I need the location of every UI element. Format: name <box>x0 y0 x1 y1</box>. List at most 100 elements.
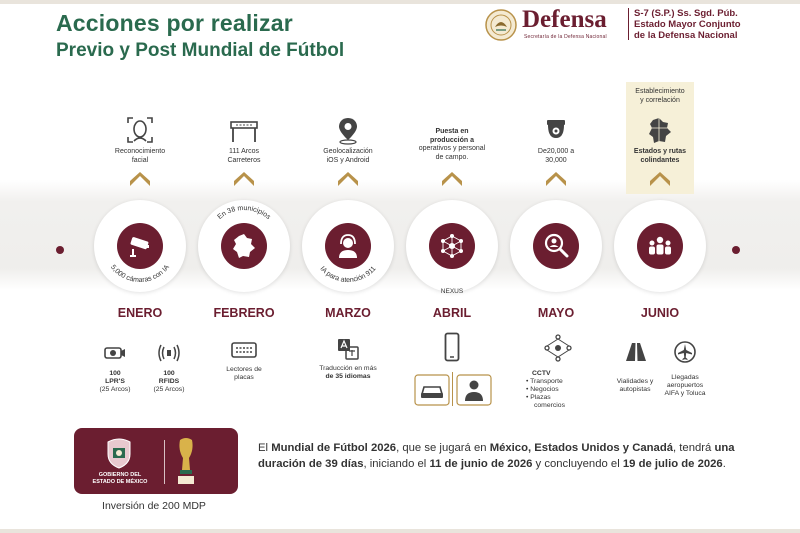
para-bold: Mundial de Fútbol 2026 <box>271 442 397 454</box>
headset-operator-icon <box>339 234 357 258</box>
network-nodes-icon <box>441 234 463 258</box>
para-bold: una duración de 39 días <box>258 442 735 470</box>
timeline-end-dot <box>732 246 740 254</box>
marzo-disc <box>325 223 371 269</box>
investment-label: Inversión de 200 MDP <box>102 500 206 512</box>
estado-mexico-emblem-icon <box>107 438 131 469</box>
mayo-disc <box>533 223 579 269</box>
label-line: iOS y Android <box>326 156 370 164</box>
chevron-up-icon <box>130 172 150 186</box>
label-line: colindantes <box>640 156 680 164</box>
sub-line: placas <box>234 374 254 381</box>
enero-arc-label: 5,000 cámaras con IA <box>109 264 171 285</box>
label-line: producción a <box>430 136 474 144</box>
nexus-label: NEXUS <box>440 288 464 295</box>
sub-line: de 35 idiomas <box>325 373 371 380</box>
enero-top-label: Reconocimiento facial <box>90 148 190 165</box>
label-line: Establecimiento <box>635 88 685 95</box>
bottom-decor-bar <box>0 529 800 533</box>
location-pin-icon <box>339 118 357 145</box>
defensa-logo-text: Defensa <box>522 6 607 33</box>
month-label-marzo: MARZO <box>325 306 371 320</box>
lpr-camera-icon <box>104 347 125 359</box>
month-label-enero: ENERO <box>117 306 163 320</box>
para-bold: México, Estados Unidos y Canadá <box>489 442 673 454</box>
enero-sub-lpr: 100 LPR'S (25 Arcos) <box>90 370 140 394</box>
junio-sub-highways: Vialidades y autopistas <box>602 378 668 394</box>
header-unit-line: de la Defensa Nacional <box>634 30 738 41</box>
security-camera-icon <box>130 237 149 257</box>
translate-icon <box>338 339 359 360</box>
sub-line: (25 Arcos) <box>153 386 185 393</box>
dome-camera-icon <box>547 120 565 138</box>
para-text: y concluyendo el <box>532 458 623 470</box>
label-line: Reconocimiento <box>114 148 166 155</box>
label-line: Estados y rutas <box>633 148 687 155</box>
top-decor-bar <box>0 0 800 4</box>
smartphone-icon <box>444 332 460 362</box>
gob-line: GOBIERNO DEL <box>98 472 142 478</box>
label-line: facial <box>131 156 149 164</box>
sub-line: RFIDS <box>158 378 180 385</box>
month-label-abril: ABRIL <box>432 306 472 320</box>
marzo-sub-translation: Traducción en más de 35 idiomas <box>304 365 392 381</box>
header-unit-line: S-7 (S.P.) Ss. Sgd. Púb. <box>634 8 738 19</box>
sub-line: autopistas <box>619 386 651 393</box>
cctv-network-icon <box>544 334 572 362</box>
label-line: y correlación <box>640 96 680 104</box>
timeline-step-abril: Puesta en producción a operativos y pers… <box>402 0 502 533</box>
face-recognition-icon <box>127 117 153 143</box>
rfid-icon <box>158 344 180 362</box>
state-map-icon <box>233 234 255 258</box>
gobierno-estado-mexico-label: GOBIERNO DEL ESTADO DE MÉXICO <box>84 472 156 485</box>
para-text: . <box>722 458 726 470</box>
plate-reader-icon <box>231 342 257 358</box>
defensa-seal-icon <box>485 9 517 41</box>
header-divider <box>628 8 629 40</box>
timeline-step-enero: Reconocimiento facial 5,000 cámaras con … <box>90 0 190 533</box>
sub-line: • Negocios <box>526 386 559 393</box>
chevron-up-icon <box>650 172 670 186</box>
sub-line: AIFA y Toluca <box>664 390 706 397</box>
header-unit-line: Estado Mayor Conjunto <box>634 19 741 30</box>
febrero-top-label: 111 Arcos Carreteros <box>194 148 294 165</box>
sub-line: 100 <box>163 370 175 377</box>
para-bold: 19 de julio de 2026 <box>622 458 723 470</box>
para-text: , que se jugará en <box>396 442 490 454</box>
label-line: operativos y personal <box>418 145 486 152</box>
page-subtitle: Previo y Post Mundial de Fútbol <box>56 40 345 61</box>
enero-disc <box>117 223 163 269</box>
sub-line: comercios <box>534 402 565 409</box>
timeline-step-mayo: De20,000 a 30,000 MAYO <box>506 0 606 533</box>
label-line: 30,000 <box>545 156 567 164</box>
para-text: , iniciando el <box>363 458 430 470</box>
febrero-disc <box>221 223 267 269</box>
chevron-up-icon <box>546 172 566 186</box>
mayo-top-label: De20,000 a 30,000 <box>506 148 606 165</box>
sub-line: aeropuertos <box>666 382 704 389</box>
chevron-up-icon <box>234 172 254 186</box>
para-text: , tendrá <box>673 442 715 454</box>
junio-top-label-a: Establecimiento y correlación <box>610 88 710 105</box>
junio-top-label-b: Estados y rutas colindantes <box>610 148 710 165</box>
label-line: Geolocalización <box>323 148 373 155</box>
label-line: Carreteros <box>227 156 261 164</box>
sub-line: LPR'S <box>105 378 125 385</box>
chevron-up-icon <box>442 172 462 186</box>
sub-line: • Plazas <box>526 394 551 401</box>
world-cup-trophy-icon <box>178 438 194 484</box>
crowd-icon <box>649 236 671 255</box>
sub-line: • Transporte <box>526 378 563 385</box>
abril-sub-divider <box>452 372 453 406</box>
sub-line: (25 Arcos) <box>99 386 131 393</box>
sponsors-divider <box>164 440 165 484</box>
para-bold: 11 de junio de 2026 <box>429 458 533 470</box>
febrero-arc-label: En 38 municipios <box>216 205 272 221</box>
sub-line: Llegadas <box>671 374 699 381</box>
month-label-febrero: FEBRERO <box>213 306 275 320</box>
highway-icon <box>626 343 646 361</box>
enero-sub-rfid: 100 RFIDS (25 Arcos) <box>144 370 194 394</box>
label-line: Puesta en <box>435 128 469 135</box>
sub-line: Traducción en más <box>319 365 377 372</box>
car-icon <box>414 374 450 406</box>
